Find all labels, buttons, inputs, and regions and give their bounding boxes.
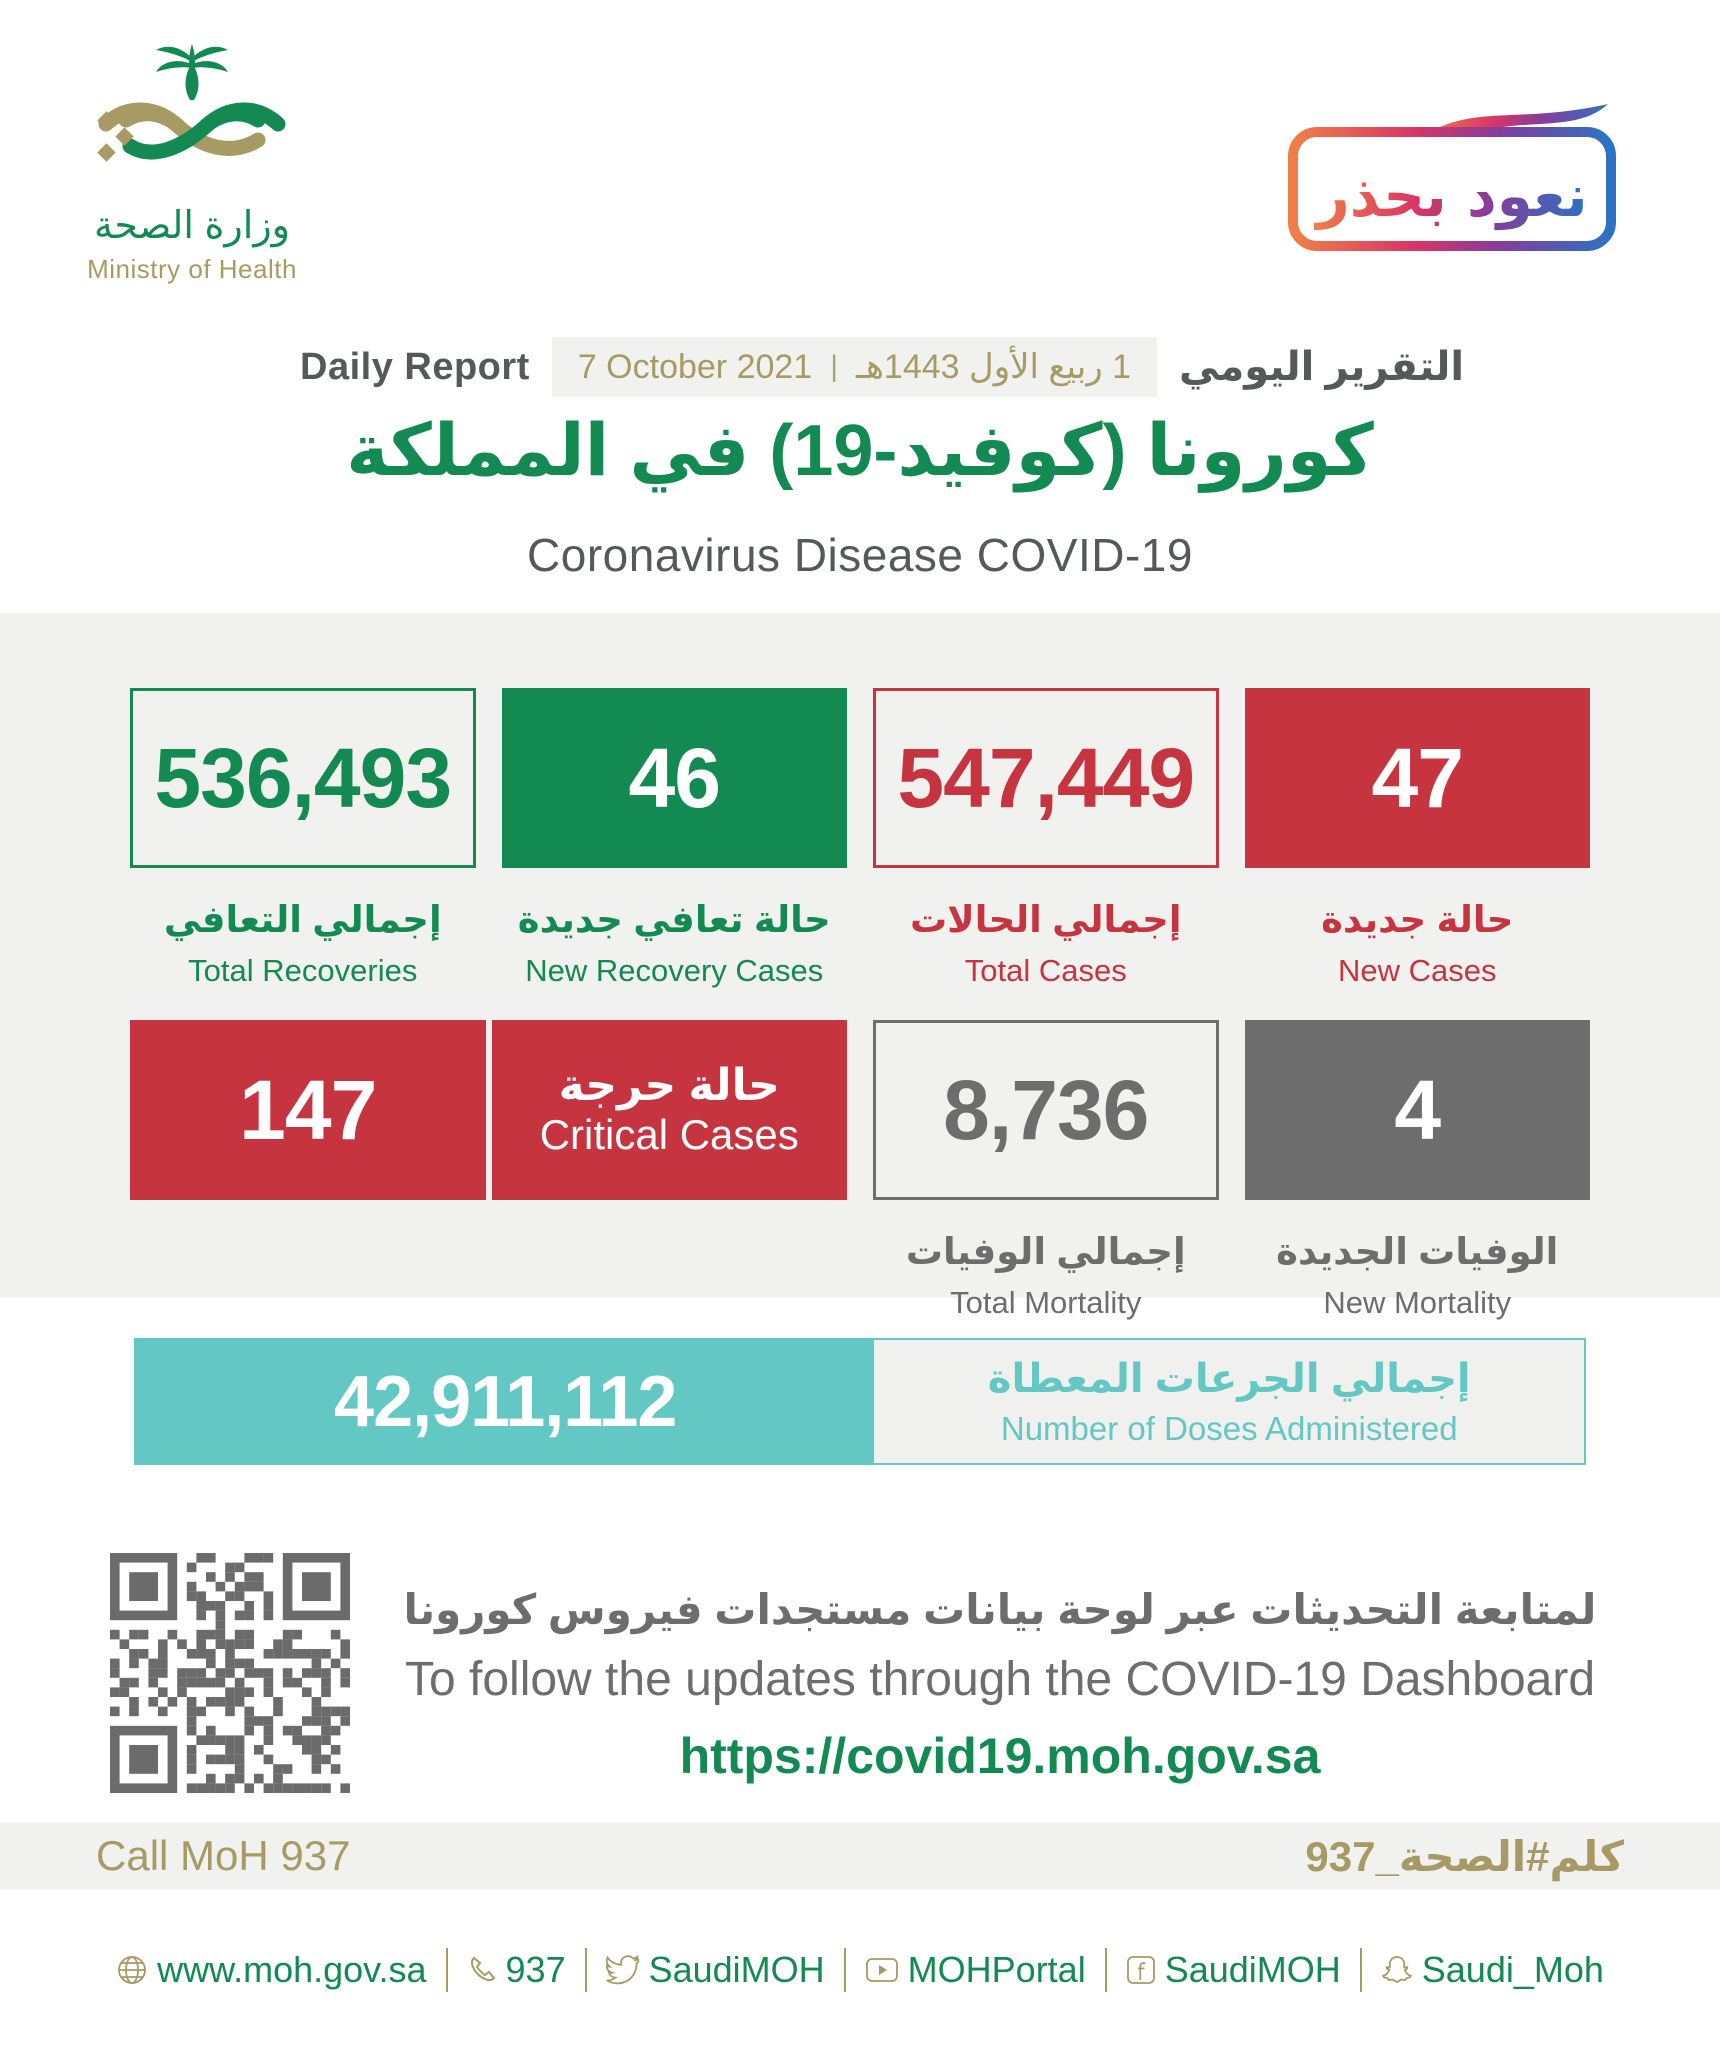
stat-value: 47 — [1371, 730, 1464, 825]
page-title-arabic: كورونا (كوفيد-19) في المملكة — [346, 411, 1374, 491]
footer-label: 937 — [505, 1949, 566, 1990]
palm-tree-icon — [156, 44, 228, 100]
critical-cases-label-box: حالة حرجة Critical Cases — [491, 1020, 847, 1200]
return-with-caution-badge: نعود بحذر — [1283, 92, 1623, 257]
snapchat-icon — [1381, 1956, 1412, 1983]
stat-card-new-mortality: 4 الوفيات الجديدة New Mortality — [1244, 1020, 1590, 1321]
stat-value: 46 — [628, 730, 721, 825]
date-gregorian: 7 October 2021 — [577, 347, 813, 386]
stat-value-box: 8,736 — [873, 1020, 1219, 1200]
doses-value: 42,911,112 — [136, 1340, 875, 1463]
stat-value-box: 547,449 — [873, 688, 1219, 868]
stat-value: 147 — [239, 1062, 377, 1157]
stat-label-en: Critical Cases — [539, 1111, 799, 1159]
stat-label-ar: إجمالي الحالات — [909, 899, 1182, 940]
logo-gold-tail — [118, 106, 186, 134]
daily-report-label-en: Daily Report — [300, 345, 530, 388]
doses-label-ar: إجمالي الجرعات المعطاة — [987, 1356, 1471, 1401]
stat-label-ar: حالة حرجة — [558, 1060, 781, 1110]
date-divider: | — [830, 350, 839, 383]
call-background-band — [0, 1822, 1720, 1890]
footer-item-snapchat[interactable]: Saudi_Moh — [1381, 1949, 1604, 1991]
footer-social-row: www.moh.gov.sa 937 SaudiMOH MOHPortal — [0, 1948, 1720, 1992]
footer-label: SaudiMOH — [648, 1949, 825, 1990]
stat-label-ar: حالة جديدة — [1321, 899, 1514, 940]
call-moh-hashtag: كلم#الصحة_937 — [1305, 1832, 1624, 1880]
page-title-english: Coronavirus Disease COVID-19 — [527, 529, 1193, 581]
report-meta-row: Daily Report 7 October 2021 | 1 ربيع الأ… — [300, 336, 1464, 398]
footer-label: Saudi_Moh — [1421, 1949, 1604, 1990]
stats-row-1: 536,493 إجمالي التعافي Total Recoveries … — [130, 688, 1590, 989]
stat-value-box: 147 — [130, 1020, 486, 1200]
footer-separator — [445, 1948, 448, 1992]
doses-label-en: Number of Doses Administered — [1000, 1409, 1458, 1447]
facebook-icon — [1126, 1956, 1155, 1984]
footer-label: SaudiMOH — [1164, 1949, 1341, 1990]
stat-label-ar: إجمالي التعافي — [163, 899, 442, 940]
phone-icon — [470, 1956, 495, 1982]
stat-value: 4 — [1394, 1062, 1441, 1157]
ministry-name-arabic: وزارة الصحة — [93, 205, 291, 247]
stat-card-total-cases: 547,449 إجمالي الحالات Total Cases — [873, 688, 1219, 989]
stat-card-total-mortality: 8,736 إجمالي الوفيات Total Mortality — [873, 1020, 1219, 1321]
stat-label-en: Total Mortality — [950, 1285, 1142, 1320]
footer-item-website[interactable]: www.moh.gov.sa — [116, 1949, 427, 1991]
stat-value: 536,493 — [154, 730, 452, 825]
dashboard-line-ar: لمتابعة التحديثات عبر لوحة بيانات مستجدا… — [403, 1586, 1597, 1633]
footer-item-facebook[interactable]: SaudiMOH — [1126, 1949, 1341, 1991]
logo-green-tail — [198, 106, 266, 134]
stat-value-box: 4 — [1244, 1020, 1590, 1200]
stat-label-en: Total Cases — [964, 953, 1127, 988]
stat-value-box: 46 — [501, 688, 847, 868]
logo-diamonds — [97, 111, 134, 162]
stat-label-ar: الوفيات الجديدة — [1276, 1231, 1559, 1272]
footer-item-phone[interactable]: 937 — [467, 1949, 566, 1991]
globe-icon — [118, 1956, 146, 1984]
stat-card-new-recoveries: 46 حالة تعافي جديدة New Recovery Cases — [501, 688, 847, 989]
moh-logo-mark — [97, 44, 286, 162]
twitter-icon — [605, 1955, 639, 1985]
footer-separator — [1104, 1948, 1107, 1992]
footer-separator — [1359, 1948, 1362, 1992]
stat-label-en: New Mortality — [1323, 1285, 1512, 1320]
footer-item-twitter[interactable]: SaudiMOH — [605, 1949, 825, 1991]
daily-report-label-ar: التقرير اليومي — [1179, 345, 1465, 389]
dashboard-info: لمتابعة التحديثات عبر لوحة بيانات مستجدا… — [380, 1585, 1620, 1785]
footer-separator — [843, 1948, 846, 1992]
badge-border — [1288, 127, 1616, 251]
date-hijri: 1 ربيع الأول 1443هـ — [856, 348, 1132, 386]
dashboard-url-link[interactable]: https://covid19.moh.gov.sa — [679, 1728, 1321, 1784]
stat-card-total-recoveries: 536,493 إجمالي التعافي Total Recoveries — [130, 688, 476, 989]
footer-separator — [584, 1948, 587, 1992]
doses-labels: إجمالي الجرعات المعطاة Number of Doses A… — [874, 1340, 1584, 1463]
stat-label-ar: حالة تعافي جديدة — [517, 899, 831, 940]
report-date-chip: 7 October 2021 | 1 ربيع الأول 1443هـ — [551, 337, 1158, 397]
youtube-icon — [865, 1958, 898, 1982]
stat-card-new-cases: 47 حالة جديدة New Cases — [1244, 688, 1590, 989]
footer-label: MOHPortal — [907, 1949, 1086, 1990]
qr-code — [110, 1553, 350, 1793]
moh-logo: وزارة الصحة Ministry of Health — [72, 28, 312, 285]
stat-label-en: New Cases — [1338, 953, 1497, 988]
stat-value: 8,736 — [943, 1062, 1149, 1157]
ministry-name-english: Ministry of Health — [87, 254, 297, 284]
stat-label-en: Total Recoveries — [188, 953, 418, 988]
doses-administered-bar: 42,911,112 إجمالي الجرعات المعطاة Number… — [134, 1338, 1586, 1465]
call-moh-label: Call MoH 937 — [96, 1832, 351, 1879]
stat-label-en: New Recovery Cases — [525, 953, 824, 988]
stat-value-box: 47 — [1244, 688, 1590, 868]
stat-card-critical-cases: 147 حالة حرجة Critical Cases — [130, 1020, 847, 1321]
dashboard-line-en: To follow the updates through the COVID-… — [404, 1653, 1596, 1706]
stats-row-2: 147 حالة حرجة Critical Cases 8,736 إجمال… — [130, 1020, 1590, 1321]
badge-text: نعود بحذر — [1313, 162, 1587, 231]
stat-value-box: 536,493 — [130, 688, 476, 868]
stat-value: 547,449 — [897, 730, 1195, 825]
footer-label: www.moh.gov.sa — [157, 1949, 427, 1990]
call-moh-band: Call MoH 937 كلم#الصحة_937 — [0, 1822, 1720, 1890]
footer-item-youtube[interactable]: MOHPortal — [865, 1949, 1086, 1991]
stat-label-ar: إجمالي الوفيات — [905, 1231, 1186, 1272]
